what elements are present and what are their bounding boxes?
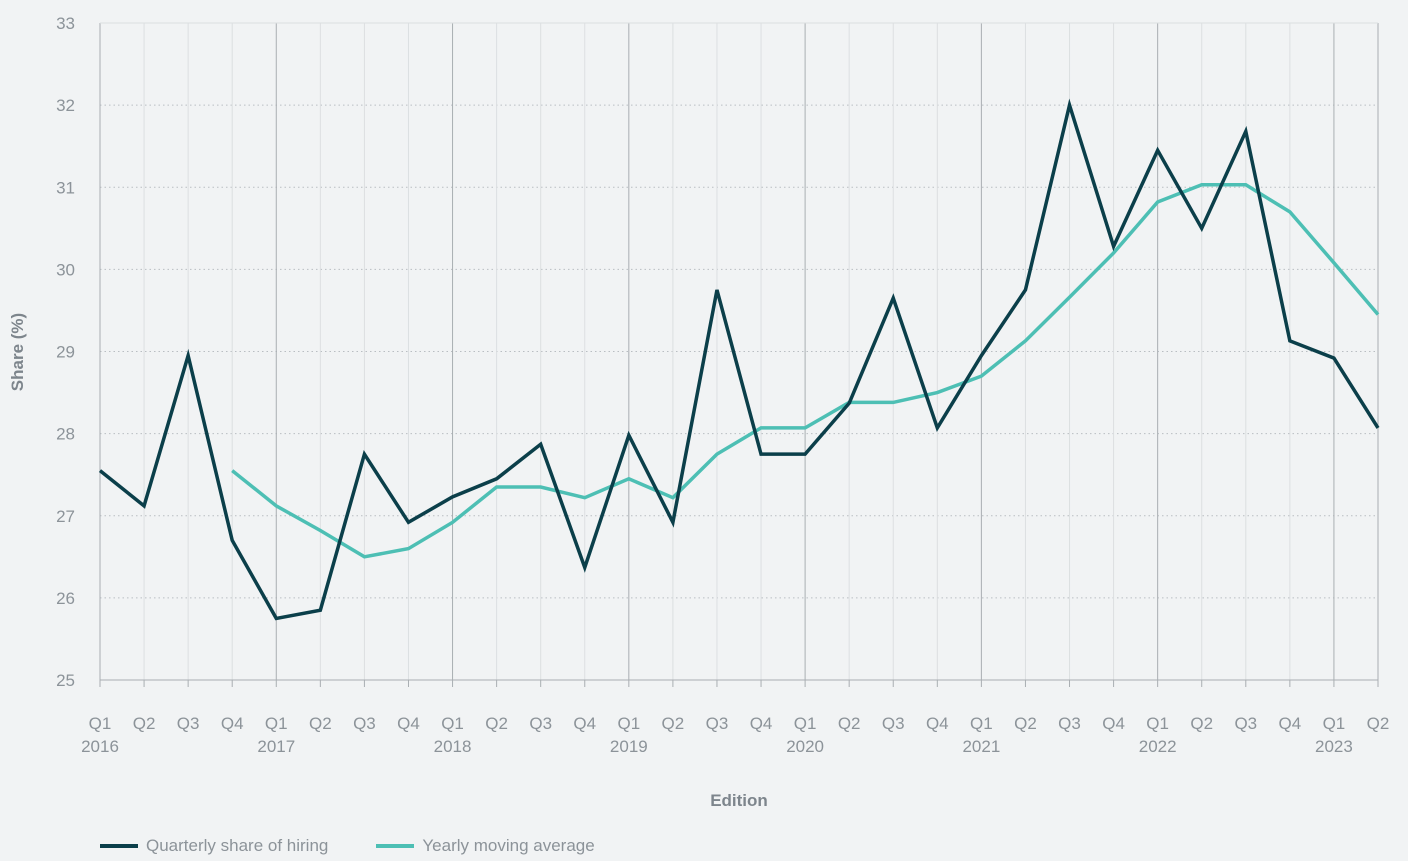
x-tick-label-year: 2020: [786, 737, 824, 756]
x-tick-label-quarter: Q2: [309, 714, 332, 733]
x-tick-label-quarter: Q1: [265, 714, 288, 733]
x-tick-label-quarter: Q4: [573, 714, 596, 733]
x-tick-label-year: 2018: [434, 737, 472, 756]
y-tick-label: 33: [56, 14, 75, 33]
x-tick-label-quarter: Q2: [1190, 714, 1213, 733]
legend-item-quarterly: Quarterly share of hiring: [100, 836, 328, 856]
legend-label-moving-average: Yearly moving average: [422, 836, 595, 855]
legend-label-quarterly: Quarterly share of hiring: [146, 836, 329, 855]
y-tick-label: 28: [56, 425, 75, 444]
y-tick-label: 27: [56, 507, 75, 526]
x-tick-label-quarter: Q2: [133, 714, 156, 733]
x-tick-label-quarter: Q3: [1234, 714, 1257, 733]
x-tick-label-quarter: Q1: [794, 714, 817, 733]
y-tick-label: 30: [56, 260, 75, 279]
y-tick-label: 26: [56, 589, 75, 608]
x-tick-label-quarter: Q1: [1146, 714, 1169, 733]
x-tick-label-quarter: Q2: [1367, 714, 1390, 733]
x-tick-label-quarter: Q4: [1279, 714, 1302, 733]
x-tick-label-quarter: Q4: [397, 714, 420, 733]
y-tick-label: 29: [56, 343, 75, 362]
series-layer: [98, 98, 1380, 621]
x-tick-label-year: 2017: [257, 737, 295, 756]
y-tick-label: 25: [56, 671, 75, 690]
x-tick-label-quarter: Q3: [529, 714, 552, 733]
x-axis-ticks: Q1 2016 Q2 Q3 Q4 Q1 2017 Q2 Q3 Q4 Q1 2018 Q2 Q3 Q4 Q1 20…: [81, 680, 1389, 756]
x-tick-label-quarter: Q2: [662, 714, 685, 733]
x-tick-label-quarter: Q2: [485, 714, 508, 733]
x-tick-label-year: 2021: [962, 737, 1000, 756]
x-tick-label-year: 2022: [1139, 737, 1177, 756]
legend-item-moving-average: Yearly moving average: [376, 836, 595, 856]
x-tick-label-quarter: Q3: [1058, 714, 1081, 733]
x-tick-label-quarter: Q1: [617, 714, 640, 733]
x-tick-label-quarter: Q2: [838, 714, 861, 733]
x-axis-title: Edition: [710, 791, 768, 810]
x-tick-label-year: 2019: [610, 737, 648, 756]
x-tick-label-quarter: Q4: [221, 714, 244, 733]
x-tick-label-quarter: Q1: [970, 714, 993, 733]
x-tick-label-quarter: Q3: [177, 714, 200, 733]
x-tick-label-year: 2023: [1315, 737, 1353, 756]
series-line-quarterly: [98, 98, 1380, 621]
y-axis-title: Share (%): [8, 313, 27, 391]
legend-swatch-moving-average: [376, 844, 415, 848]
y-tick-label: 32: [56, 96, 75, 115]
grid: [99, 22, 1379, 681]
x-tick-label-quarter: Q3: [353, 714, 376, 733]
legend-swatch-quarterly: [100, 844, 138, 848]
x-tick-label-quarter: Q3: [882, 714, 905, 733]
x-tick-label-quarter: Q4: [750, 714, 773, 733]
x-tick-label-quarter: Q1: [1323, 714, 1346, 733]
x-tick-label-year: 2016: [81, 737, 119, 756]
x-tick-label-quarter: Q1: [441, 714, 464, 733]
x-tick-label-quarter: Q4: [926, 714, 949, 733]
x-tick-label-quarter: Q2: [1014, 714, 1037, 733]
legend: Quarterly share of hiring Yearly moving …: [100, 836, 595, 856]
y-tick-label: 31: [56, 178, 75, 197]
x-tick-label-quarter: Q3: [706, 714, 729, 733]
y-axis-ticks: 25 26 27 28 29 30 31 32 33: [56, 14, 75, 690]
x-tick-label-quarter: Q4: [1102, 714, 1125, 733]
x-tick-label-quarter: Q1: [89, 714, 112, 733]
